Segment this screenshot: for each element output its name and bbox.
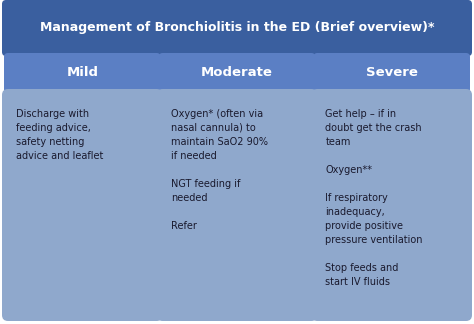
Text: Management of Bronchiolitis in the ED (Brief overview)*: Management of Bronchiolitis in the ED (B… [40, 21, 434, 34]
FancyBboxPatch shape [4, 53, 161, 93]
FancyBboxPatch shape [313, 53, 470, 93]
FancyBboxPatch shape [157, 89, 317, 321]
FancyBboxPatch shape [2, 89, 163, 321]
FancyBboxPatch shape [159, 53, 315, 93]
Text: Get help – if in
doubt get the crash
team

Oxygen**

If respiratory
inadequacy,
: Get help – if in doubt get the crash tea… [325, 109, 423, 287]
Text: Discharge with
feeding advice,
safety netting
advice and leaflet: Discharge with feeding advice, safety ne… [16, 109, 103, 161]
Text: Mild: Mild [66, 66, 98, 79]
FancyBboxPatch shape [2, 0, 472, 56]
Text: Moderate: Moderate [201, 66, 273, 79]
Text: Severe: Severe [366, 66, 418, 79]
FancyBboxPatch shape [311, 89, 472, 321]
Text: Oxygen* (often via
nasal cannula) to
maintain SaO2 90%
if needed

NGT feeding if: Oxygen* (often via nasal cannula) to mai… [171, 109, 268, 231]
